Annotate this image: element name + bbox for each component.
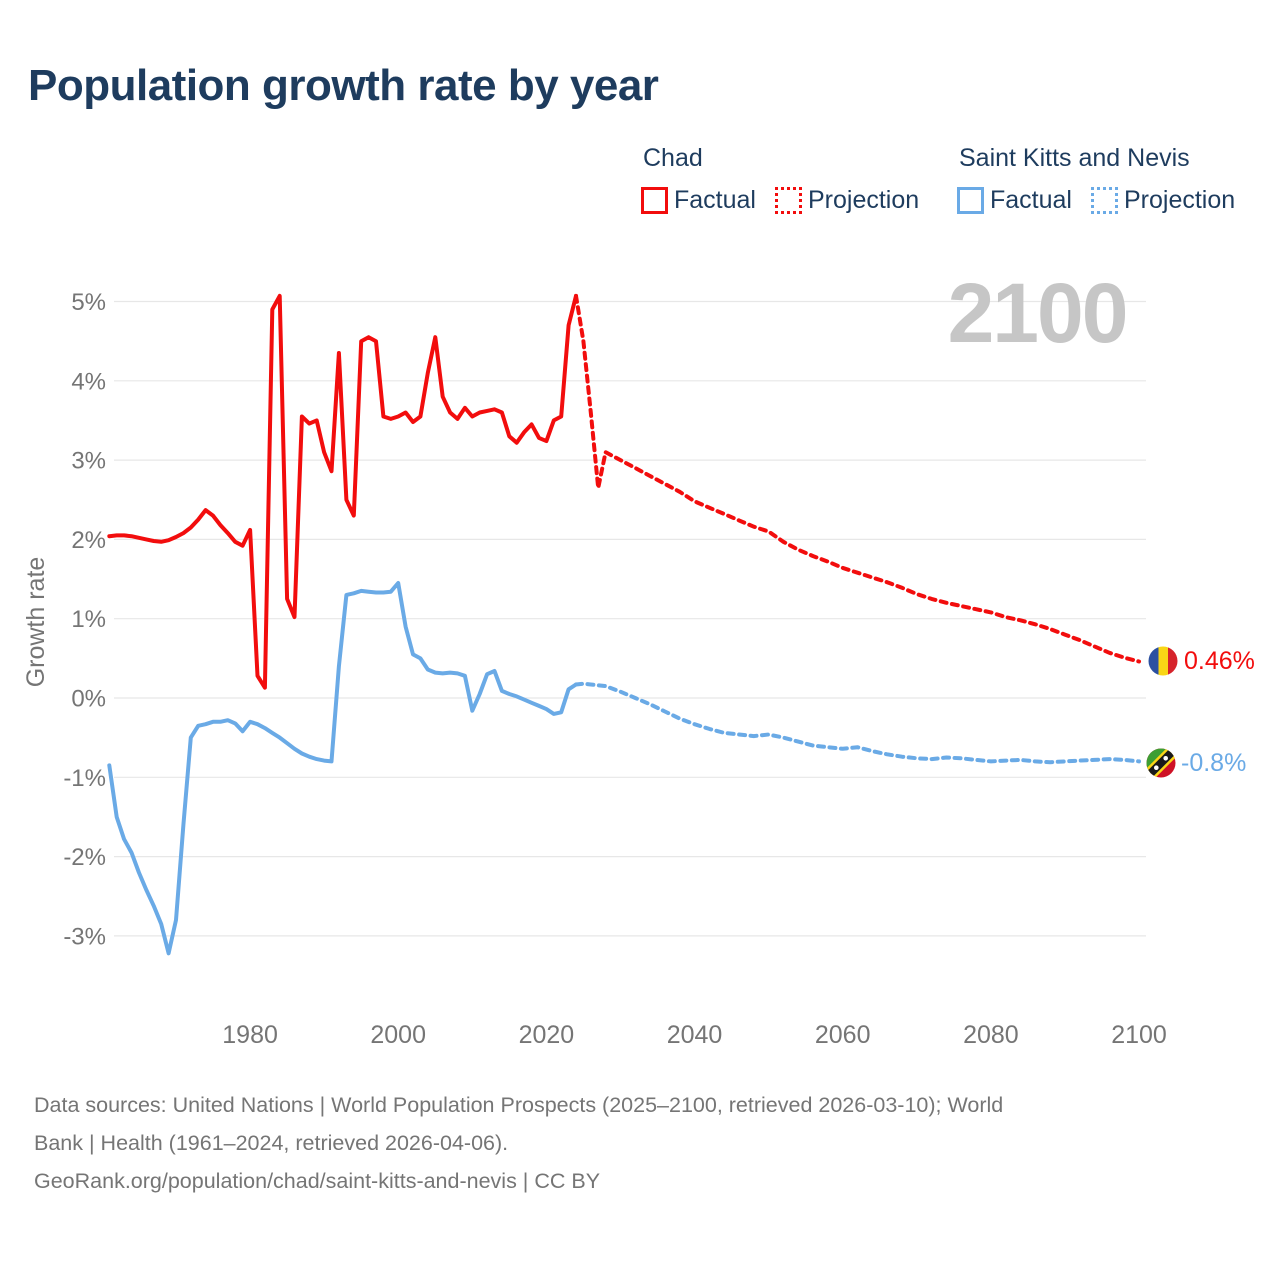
- footer-line-2: Bank | Health (1961–2024, retrieved 2026…: [34, 1131, 509, 1155]
- y-tick-label: 0%: [71, 686, 106, 713]
- saint-kitts-and-nevis-factual-line: [107, 581, 578, 956]
- tick-layer: 5% 4% 3% 2% 1% 0% -1% -2% -3% 1980 2000 2020 2040 206…: [63, 289, 1167, 1049]
- series-layer: [107, 293, 1141, 956]
- grid-layer: [114, 300, 1146, 937]
- watermark-year: 2100: [948, 266, 1127, 360]
- y-tick-label: 2%: [71, 527, 106, 554]
- x-tick-label: 2060: [815, 1021, 871, 1049]
- chad-flag-icon: [1148, 646, 1178, 676]
- y-tick-label: 1%: [71, 606, 106, 633]
- y-axis-title: Growth rate: [22, 557, 50, 688]
- legend-item-chad-factual[interactable]: Factual: [641, 186, 756, 215]
- legend-label-chad-projection: Projection: [807, 186, 920, 214]
- x-tick-label: 2080: [963, 1021, 1019, 1049]
- chad-projection-line: [574, 293, 1141, 664]
- legend-label-chad-factual: Factual: [674, 186, 756, 214]
- chad-end-value: 0.46%: [1184, 647, 1255, 675]
- chad-end-marker: 0.46%: [1148, 646, 1255, 676]
- y-tick-label: -2%: [63, 844, 106, 871]
- legend-label-skn-projection: Projection: [1123, 186, 1236, 214]
- legend-group-saint-kitts-and-nevis: Saint Kitts and Nevis Factual Projection: [957, 144, 1235, 215]
- y-tick-label: 3%: [71, 448, 106, 475]
- page-title: Population growth rate by year: [28, 61, 659, 110]
- x-tick-label: 2040: [667, 1021, 723, 1049]
- x-tick-label: 2020: [519, 1021, 575, 1049]
- footer-line-1: Data sources: United Nations | World Pop…: [34, 1093, 1004, 1117]
- legend-items-saint-kitts-and-nevis: Factual Projection: [957, 186, 1235, 215]
- legend-header-saint-kitts-and-nevis: Saint Kitts and Nevis: [959, 144, 1190, 172]
- skn-end-marker: -0.8%: [1146, 748, 1246, 778]
- data-sources: Data sources: United Nations | World Pop…: [34, 1086, 1003, 1200]
- y-tick-label: 4%: [71, 368, 106, 395]
- footer-line-3: GeoRank.org/population/chad/saint-kitts-…: [34, 1169, 601, 1193]
- saint-kitts-and-nevis-flag-icon: [1146, 748, 1176, 778]
- legend-item-skn-projection[interactable]: Projection: [1090, 186, 1236, 215]
- legend-items-chad: Factual Projection: [641, 186, 919, 215]
- chad-factual-line: [107, 293, 578, 690]
- y-tick-label: 5%: [71, 289, 106, 316]
- legend-item-chad-projection[interactable]: Projection: [774, 186, 920, 215]
- x-tick-label: 1980: [222, 1021, 278, 1049]
- legend-label-skn-factual: Factual: [990, 186, 1072, 214]
- legend-group-chad: Chad Factual Projection: [641, 144, 919, 215]
- chad-projection-swatch-icon: [774, 187, 802, 214]
- legend-item-skn-factual[interactable]: Factual: [957, 186, 1072, 215]
- x-tick-label: 2100: [1111, 1021, 1167, 1049]
- skn-end-value: -0.8%: [1181, 749, 1246, 777]
- saint-kitts-and-nevis-projection-line: [574, 681, 1141, 765]
- chad-factual-swatch-icon: [641, 187, 668, 214]
- skn-projection-swatch-icon: [1090, 187, 1118, 214]
- y-tick-label: -3%: [63, 923, 106, 950]
- skn-factual-swatch-icon: [957, 187, 984, 214]
- legend-header-chad: Chad: [643, 144, 703, 172]
- x-tick-label: 2000: [370, 1021, 426, 1049]
- y-tick-label: -1%: [63, 765, 106, 792]
